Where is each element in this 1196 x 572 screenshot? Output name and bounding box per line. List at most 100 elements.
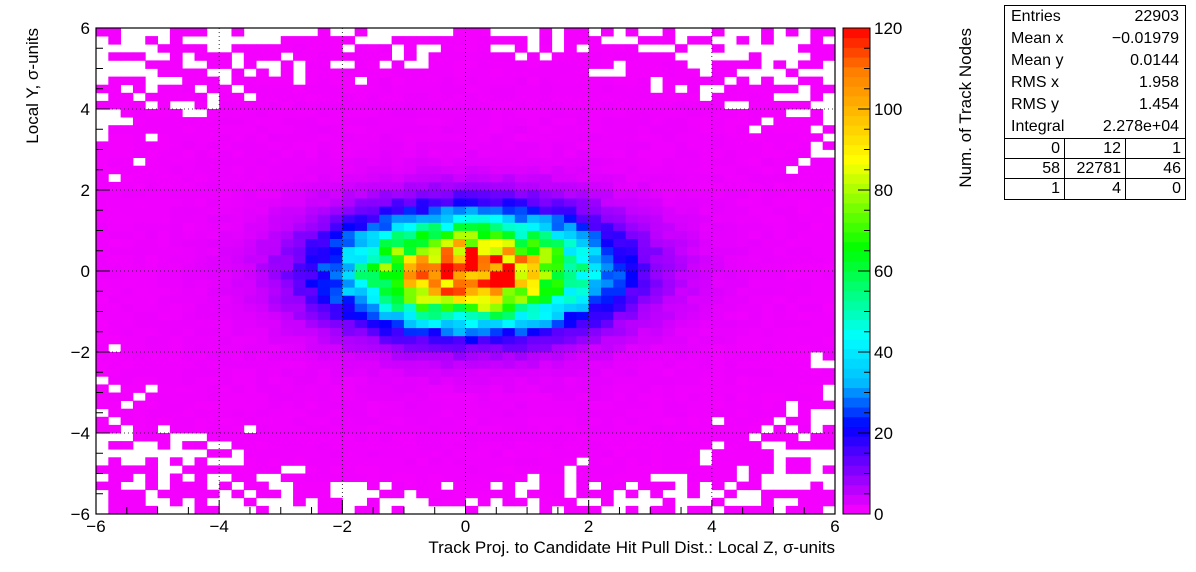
histogram-bin	[206, 433, 220, 442]
histogram-bin	[403, 327, 417, 337]
histogram-bin	[268, 335, 282, 345]
histogram-bin	[416, 222, 429, 231]
histogram-bin	[342, 303, 356, 312]
histogram-bin	[711, 190, 725, 199]
histogram-bin	[231, 368, 245, 377]
y-tick-label: 2	[81, 181, 90, 200]
histogram-bin	[342, 473, 356, 482]
histogram-bin	[600, 149, 614, 158]
histogram-bin	[416, 76, 429, 86]
histogram-bin	[169, 335, 183, 345]
histogram-bin	[736, 400, 750, 410]
histogram-bin	[736, 36, 750, 45]
histogram-bin	[219, 295, 232, 304]
histogram-bin	[625, 109, 639, 118]
histogram-bin	[440, 149, 454, 158]
histogram-bin	[637, 303, 651, 312]
histogram-bin	[391, 190, 405, 199]
histogram-bin	[243, 230, 257, 239]
histogram-bin	[243, 441, 257, 450]
histogram-bin	[391, 368, 405, 377]
histogram-bin	[416, 109, 429, 118]
histogram-bin	[440, 441, 454, 450]
histogram-bin	[687, 481, 700, 491]
histogram-bin	[650, 254, 663, 264]
histogram-bin	[305, 60, 319, 69]
histogram-bin	[564, 400, 577, 410]
histogram-bin	[403, 481, 417, 491]
histogram-bin	[588, 343, 602, 353]
histogram-bin	[391, 433, 405, 442]
histogram-bin	[502, 408, 516, 418]
histogram-bin	[132, 238, 146, 248]
histogram-bin	[120, 295, 134, 304]
histogram-bin	[453, 271, 466, 280]
histogram-bin	[293, 157, 306, 167]
histogram-bin	[354, 311, 368, 320]
histogram-bin	[453, 149, 466, 158]
histogram-bin	[761, 311, 774, 320]
histogram-bin	[527, 206, 540, 215]
histogram-bin	[539, 68, 553, 77]
histogram-bin	[465, 343, 479, 353]
histogram-bin	[637, 360, 651, 369]
histogram-bin	[748, 424, 762, 434]
histogram-bin	[687, 489, 700, 499]
histogram-bin	[600, 84, 614, 94]
histogram-bin	[551, 343, 565, 353]
histogram-bin	[403, 416, 417, 426]
histogram-bin	[785, 157, 799, 167]
histogram-bin	[477, 246, 491, 256]
histogram-bin	[588, 392, 602, 401]
histogram-bin	[330, 271, 343, 280]
histogram-bin	[354, 424, 368, 434]
histogram-bin	[453, 190, 466, 199]
histogram-bin	[403, 368, 417, 377]
histogram-bin	[699, 473, 713, 482]
histogram-bin	[194, 424, 208, 434]
histogram-bin	[145, 198, 158, 207]
histogram-bin	[453, 206, 466, 215]
histogram-bin	[268, 44, 282, 53]
palette-segment	[843, 300, 870, 311]
histogram-bin	[724, 190, 737, 199]
histogram-bin	[194, 279, 208, 288]
histogram-bin	[391, 392, 405, 401]
histogram-bin	[182, 262, 195, 272]
histogram-bin	[736, 449, 750, 458]
histogram-bin	[662, 165, 676, 175]
histogram-bin	[440, 157, 454, 167]
histogram-bin	[502, 214, 516, 223]
histogram-bin	[120, 489, 134, 499]
histogram-bin	[243, 343, 257, 353]
histogram-bin	[453, 497, 466, 507]
histogram-bin	[391, 262, 405, 272]
histogram-bin	[391, 230, 405, 239]
histogram-bin	[132, 352, 146, 361]
histogram-bin	[564, 36, 577, 45]
histogram-bin	[773, 254, 787, 264]
histogram-bin	[342, 465, 356, 474]
histogram-bin	[354, 392, 368, 401]
histogram-bin	[182, 481, 195, 491]
histogram-bin	[293, 473, 306, 482]
histogram-bin	[268, 214, 282, 223]
histogram-bin	[379, 465, 392, 474]
histogram-bin	[379, 117, 392, 126]
histogram-bin	[711, 246, 725, 256]
histogram-bin	[613, 222, 627, 231]
histogram-bin	[477, 92, 491, 102]
histogram-bin	[169, 173, 183, 183]
histogram-bin	[391, 400, 405, 410]
histogram-bin	[428, 92, 442, 102]
histogram-bin	[724, 246, 737, 256]
histogram-bin	[391, 84, 405, 94]
histogram-bin	[440, 84, 454, 94]
histogram-bin	[588, 76, 602, 86]
histogram-bin	[145, 125, 158, 134]
histogram-bin	[576, 424, 590, 434]
histogram-bin	[145, 214, 158, 223]
histogram-bin	[477, 424, 491, 434]
x-tick-label: −6	[86, 517, 105, 536]
histogram-bin	[588, 319, 602, 329]
